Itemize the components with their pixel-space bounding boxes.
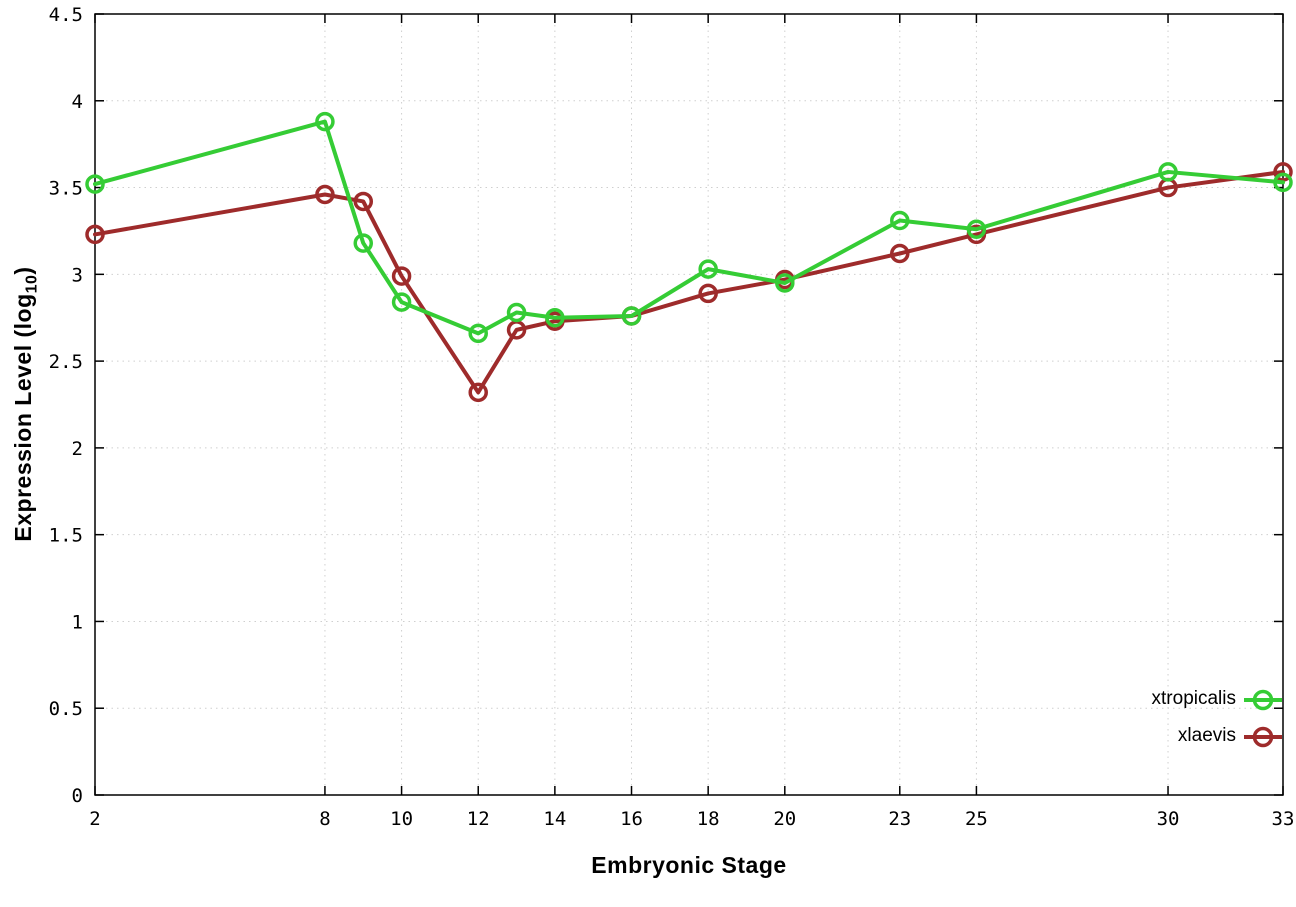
point-xtropicalis [315,111,335,132]
point-xtropicalis [698,259,718,279]
point-xtropicalis [775,273,795,293]
x-tick-label: 25 [965,808,988,830]
point-xlaevis [85,224,105,245]
point-xtropicalis [1158,162,1178,182]
point-xlaevis [890,243,910,264]
point-xtropicalis [621,306,642,326]
point-xlaevis [315,184,335,205]
y-tick-label: 3 [72,264,83,286]
point-xtropicalis [545,307,565,328]
y-axis-title-suffix: ) [10,266,36,275]
point-xtropicalis [890,210,910,231]
y-tick-label: 4 [72,91,83,113]
point-xlaevis [353,191,374,212]
x-tick-label: 12 [467,808,490,830]
legend-sample-marker-xtropicalis [1252,689,1274,711]
x-tick-label: 18 [697,808,720,830]
point-xtropicalis [966,219,987,239]
y-tick-label: 2 [72,438,83,460]
x-tick-label: 23 [888,808,911,830]
legend-sample-marker-xlaevis [1252,726,1274,748]
x-axis-title: Embryonic Stage [591,852,787,878]
x-tick-label: 16 [620,808,643,830]
x-tick-label: 33 [1272,808,1295,830]
point-xtropicalis [85,174,105,194]
x-tick-label: 30 [1157,808,1180,830]
y-tick-label: 1.5 [49,525,83,547]
point-xtropicalis [353,233,374,253]
point-xtropicalis [1273,172,1293,193]
y-axis-title-subscript: 10 [23,274,41,294]
x-tick-label: 8 [319,808,330,830]
point-xtropicalis [468,323,488,344]
x-tick-label: 10 [390,808,413,830]
y-tick-label: 1 [72,611,83,633]
x-tick-label: 14 [543,808,566,830]
point-xlaevis [468,382,488,403]
legend-label-xlaevis: xlaevis [1177,725,1236,746]
x-tick-label: 20 [773,808,796,830]
legend-label-xtropicalis: xtropicalis [1151,688,1236,709]
y-tick-label: 0.5 [49,698,83,720]
plot-border [94,13,1284,796]
y-axis-title-text: Expression Level (log [10,293,36,542]
series-line-xtropicalis [93,119,1285,336]
point-xtropicalis [391,292,412,312]
y-tick-label: 4.5 [49,4,83,26]
y-axis-title: Expression Level (log10) [10,266,42,541]
point-xlaevis [1273,162,1293,182]
point-xlaevis [391,266,412,286]
point-xlaevis [698,283,718,304]
point-xtropicalis [506,302,527,323]
y-tick-label: 0 [72,785,83,807]
x-tick-label: 2 [89,808,100,830]
y-tick-label: 2.5 [49,351,83,373]
y-tick-label: 3.5 [49,178,83,200]
